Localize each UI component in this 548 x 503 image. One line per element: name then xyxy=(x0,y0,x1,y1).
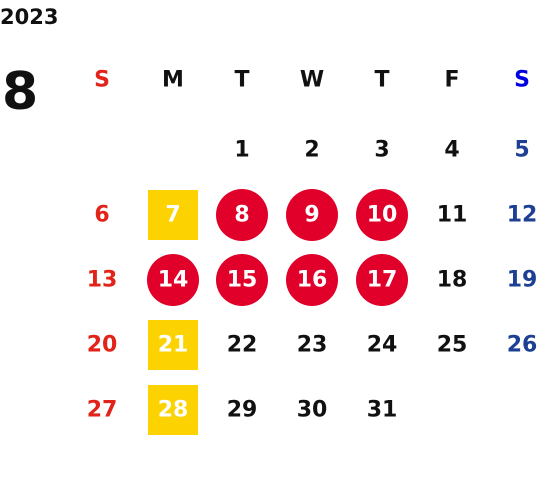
day: 3 xyxy=(374,138,389,163)
day: 2 xyxy=(304,138,319,163)
day: 22 xyxy=(227,333,258,358)
day: 20 xyxy=(87,333,118,358)
day: 25 xyxy=(437,333,468,358)
day: 11 xyxy=(437,203,468,228)
day: 9 xyxy=(304,203,319,228)
day: 18 xyxy=(437,268,468,293)
weekday-header: S xyxy=(514,68,530,93)
day: 5 xyxy=(514,138,529,163)
day: 12 xyxy=(507,203,538,228)
highlight-square xyxy=(148,190,198,240)
day: 28 xyxy=(158,398,189,423)
day: 15 xyxy=(227,268,258,293)
highlight-circle xyxy=(216,254,268,306)
highlight-circle xyxy=(356,189,408,241)
weekday-header: T xyxy=(234,68,249,93)
day: 14 xyxy=(158,268,189,293)
highlight-circle xyxy=(286,254,338,306)
day: 7 xyxy=(165,203,180,228)
day: 23 xyxy=(297,333,328,358)
year: 2023 xyxy=(0,5,58,29)
day: 27 xyxy=(87,398,118,423)
day: 13 xyxy=(87,268,118,293)
highlight-circle xyxy=(286,189,338,241)
weekday-header: S xyxy=(94,68,110,93)
day: 10 xyxy=(367,203,398,228)
day: 17 xyxy=(367,268,398,293)
highlight-circle xyxy=(356,254,408,306)
day: 29 xyxy=(227,398,258,423)
highlight-circle xyxy=(216,189,268,241)
weekday-header: T xyxy=(374,68,389,93)
highlight-circle xyxy=(147,254,199,306)
day: 6 xyxy=(94,203,109,228)
day: 4 xyxy=(444,138,459,163)
day: 8 xyxy=(234,203,249,228)
highlight-square xyxy=(148,385,198,435)
day: 26 xyxy=(507,333,538,358)
weekday-header: F xyxy=(444,68,459,93)
day: 31 xyxy=(367,398,398,423)
day: 16 xyxy=(297,268,328,293)
highlight-square xyxy=(148,320,198,370)
weekday-header: W xyxy=(300,68,324,93)
weekday-header: M xyxy=(162,68,184,93)
day: 19 xyxy=(507,268,538,293)
day: 24 xyxy=(367,333,398,358)
day: 1 xyxy=(234,138,249,163)
day: 30 xyxy=(297,398,328,423)
day: 21 xyxy=(158,333,189,358)
month: 8 xyxy=(2,62,38,122)
